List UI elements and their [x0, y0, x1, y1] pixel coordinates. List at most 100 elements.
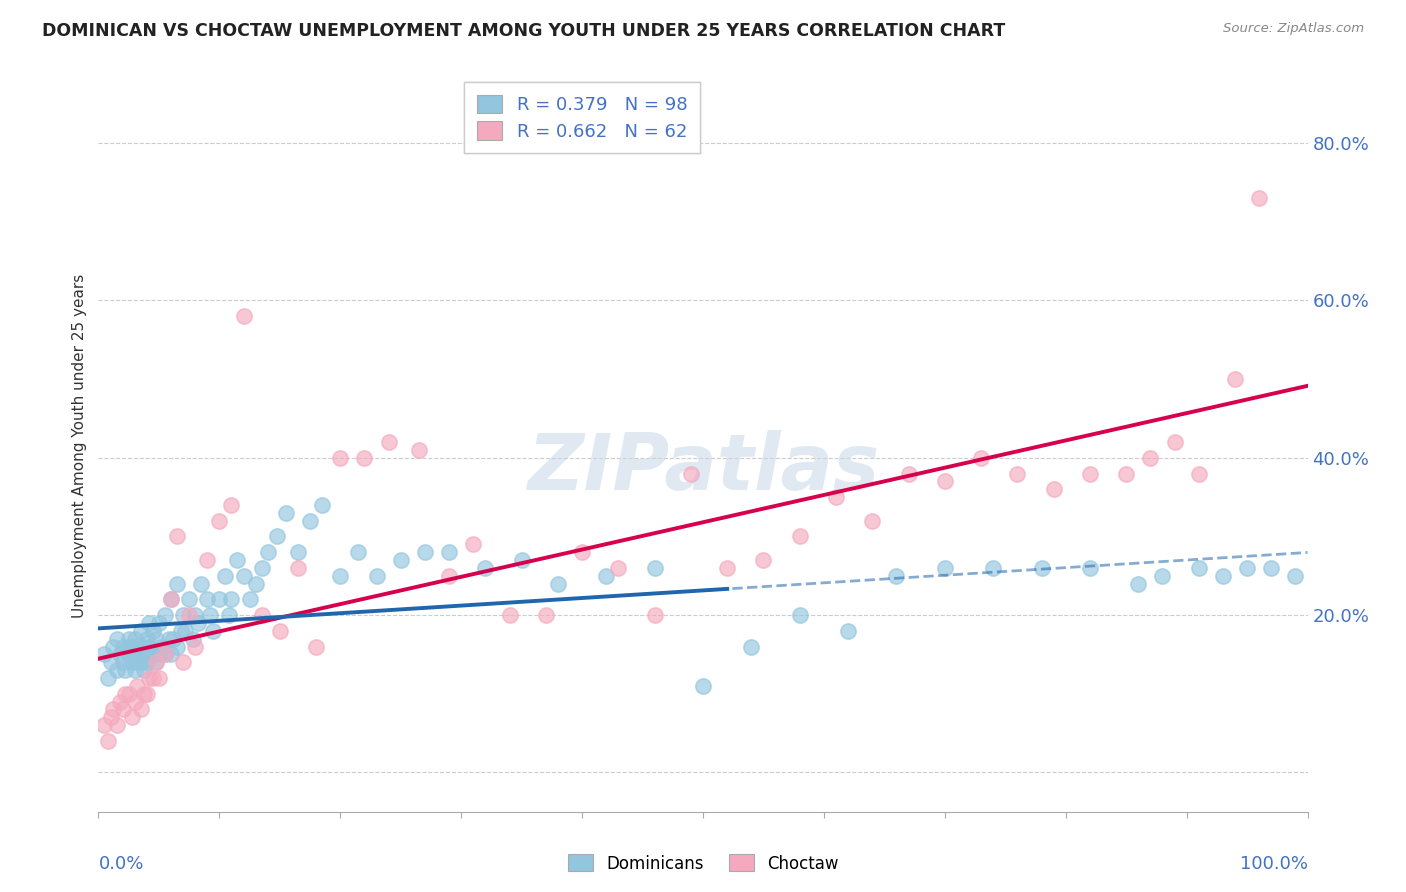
- Point: [329, 568, 352, 582]
- Point: [142, 624, 165, 638]
- Point: [607, 561, 630, 575]
- Point: [148, 671, 170, 685]
- Point: [108, 695, 131, 709]
- Point: [138, 671, 160, 685]
- Point: [187, 615, 209, 630]
- Point: [153, 608, 176, 623]
- Point: [184, 608, 207, 623]
- Point: [269, 624, 291, 638]
- Point: [174, 624, 197, 638]
- Point: [127, 655, 149, 669]
- Point: [221, 592, 243, 607]
- Point: [121, 640, 143, 654]
- Point: [679, 467, 702, 481]
- Point: [221, 498, 243, 512]
- Point: [837, 624, 859, 638]
- Point: [121, 655, 143, 669]
- Point: [1188, 561, 1211, 575]
- Point: [134, 687, 156, 701]
- Point: [299, 514, 322, 528]
- Point: [148, 615, 170, 630]
- Point: [1188, 467, 1211, 481]
- Point: [366, 568, 388, 582]
- Point: [239, 592, 262, 607]
- Point: [127, 640, 149, 654]
- Point: [105, 663, 128, 677]
- Point: [124, 695, 146, 709]
- Point: [437, 545, 460, 559]
- Point: [124, 648, 146, 662]
- Point: [157, 632, 180, 646]
- Point: [181, 632, 204, 646]
- Point: [389, 553, 412, 567]
- Point: [153, 648, 176, 662]
- Point: [179, 592, 201, 607]
- Point: [287, 561, 309, 575]
- Point: [93, 718, 115, 732]
- Point: [644, 608, 666, 623]
- Point: [153, 648, 176, 662]
- Point: [1223, 372, 1246, 386]
- Point: [100, 655, 122, 669]
- Point: [138, 615, 160, 630]
- Point: [172, 608, 194, 623]
- Point: [1236, 561, 1258, 575]
- Point: [118, 632, 141, 646]
- Point: [547, 576, 569, 591]
- Point: [353, 450, 375, 465]
- Point: [1007, 467, 1029, 481]
- Point: [148, 648, 170, 662]
- Point: [752, 553, 775, 567]
- Point: [232, 568, 254, 582]
- Point: [208, 514, 231, 528]
- Point: [97, 671, 120, 685]
- Point: [160, 592, 183, 607]
- Point: [226, 553, 249, 567]
- Point: [129, 648, 152, 662]
- Point: [184, 640, 207, 654]
- Text: 0.0%: 0.0%: [98, 855, 143, 873]
- Point: [134, 663, 156, 677]
- Point: [1212, 568, 1234, 582]
- Point: [347, 545, 370, 559]
- Point: [101, 640, 124, 654]
- Point: [329, 450, 352, 465]
- Point: [135, 632, 157, 646]
- Point: [250, 561, 273, 575]
- Point: [860, 514, 883, 528]
- Point: [595, 568, 617, 582]
- Point: [463, 537, 485, 551]
- Point: [97, 734, 120, 748]
- Point: [129, 702, 152, 716]
- Point: [1284, 568, 1306, 582]
- Point: [138, 640, 160, 654]
- Point: [886, 568, 908, 582]
- Point: [1115, 467, 1137, 481]
- Point: [825, 490, 848, 504]
- Point: [124, 663, 146, 677]
- Point: [145, 655, 167, 669]
- Point: [1152, 568, 1174, 582]
- Point: [274, 506, 297, 520]
- Point: [127, 679, 149, 693]
- Point: [198, 608, 221, 623]
- Point: [789, 529, 811, 543]
- Point: [169, 624, 191, 638]
- Point: [1042, 482, 1064, 496]
- Point: [160, 648, 183, 662]
- Point: [1078, 561, 1101, 575]
- Point: [129, 655, 152, 669]
- Point: [124, 632, 146, 646]
- Point: [1249, 191, 1271, 205]
- Point: [897, 467, 920, 481]
- Legend: Dominicans, Choctaw: Dominicans, Choctaw: [561, 847, 845, 880]
- Point: [256, 545, 278, 559]
- Text: 100.0%: 100.0%: [1240, 855, 1308, 873]
- Point: [145, 632, 167, 646]
- Point: [474, 561, 496, 575]
- Point: [101, 702, 124, 716]
- Point: [287, 545, 309, 559]
- Point: [166, 529, 188, 543]
- Point: [105, 632, 128, 646]
- Point: [970, 450, 993, 465]
